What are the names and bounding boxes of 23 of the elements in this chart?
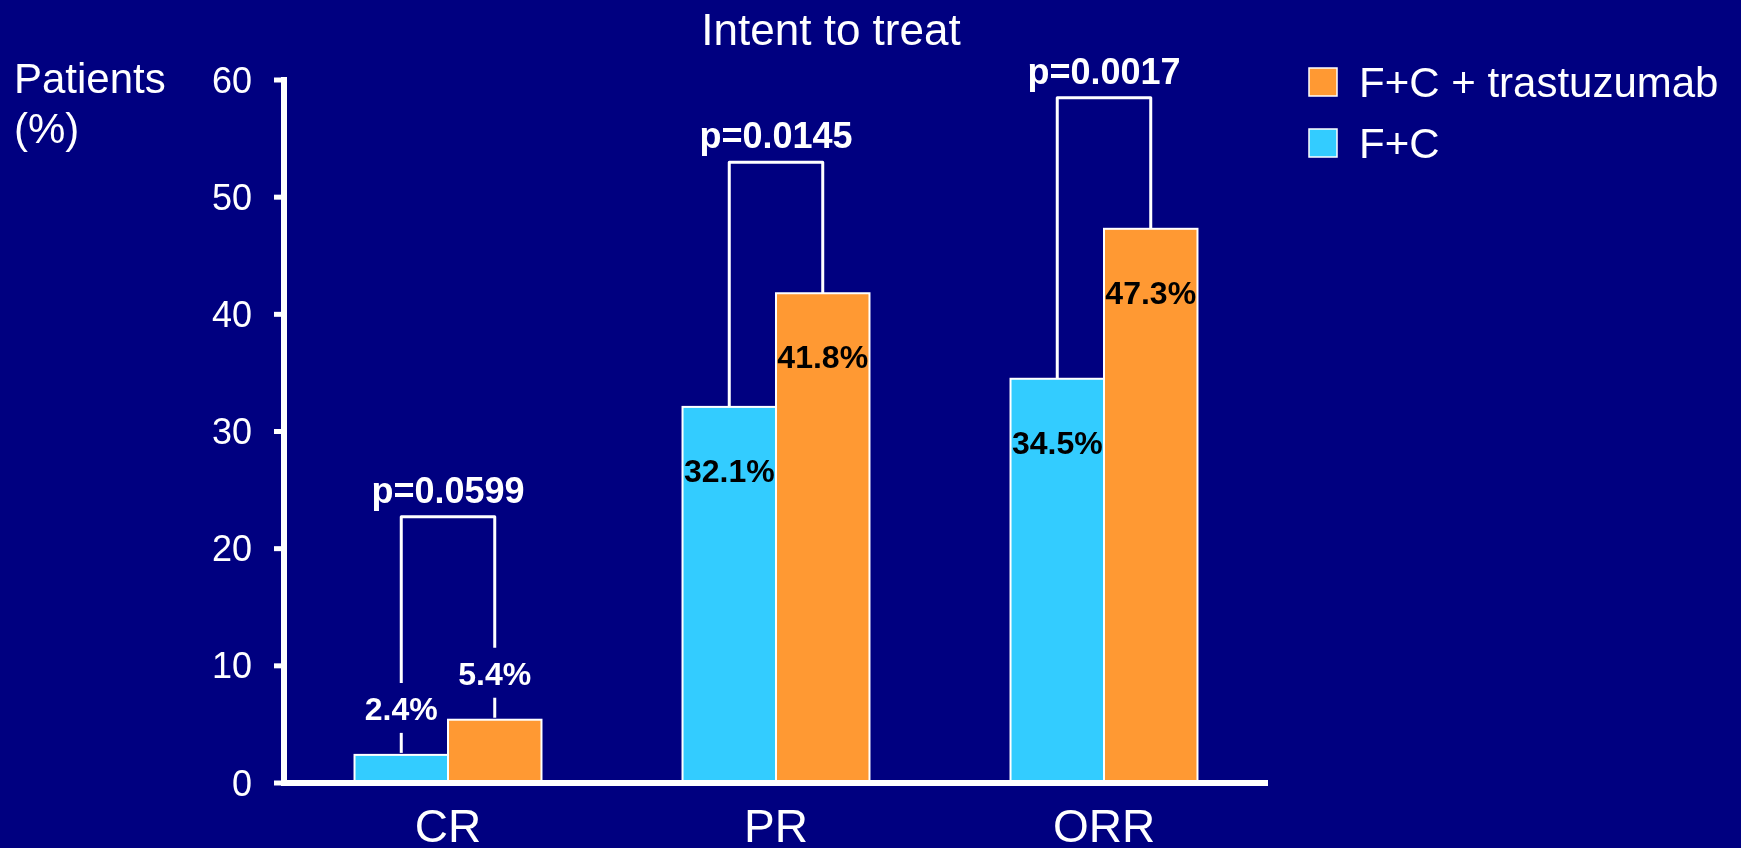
data-label: 41.8% (777, 339, 869, 376)
y-tick-label: 0 (231, 762, 252, 804)
data-label: 34.5% (1011, 424, 1103, 461)
annotation: p=0.0017 (1027, 50, 1181, 92)
data-label: 2.4% (364, 691, 438, 728)
y-tick-label: 20 (211, 528, 252, 570)
y-tick-label: 60 (211, 59, 252, 101)
y-tick-label: 10 (211, 645, 252, 687)
x-tick-label: CR (414, 800, 482, 848)
y-tick-label: 30 (211, 411, 252, 453)
annotation: p=0.0599 (371, 469, 525, 511)
legend-label: F+C + trastuzumab (1359, 59, 1719, 107)
x-tick-label: PR (744, 800, 808, 848)
y-tick-label: 40 (211, 293, 252, 335)
annotation: p=0.0145 (699, 115, 853, 157)
data-label: 47.3% (1105, 275, 1197, 311)
y-tick-label: 50 (211, 176, 252, 218)
legend-label: F+C (1359, 120, 1440, 168)
data-label: 32.1% (683, 453, 775, 490)
data-label: 5.4% (458, 655, 532, 692)
y-axis-title: Patients (%) (14, 55, 166, 152)
chart-title: Intent to treat (701, 5, 961, 54)
x-tick-label: ORR (1052, 800, 1156, 848)
